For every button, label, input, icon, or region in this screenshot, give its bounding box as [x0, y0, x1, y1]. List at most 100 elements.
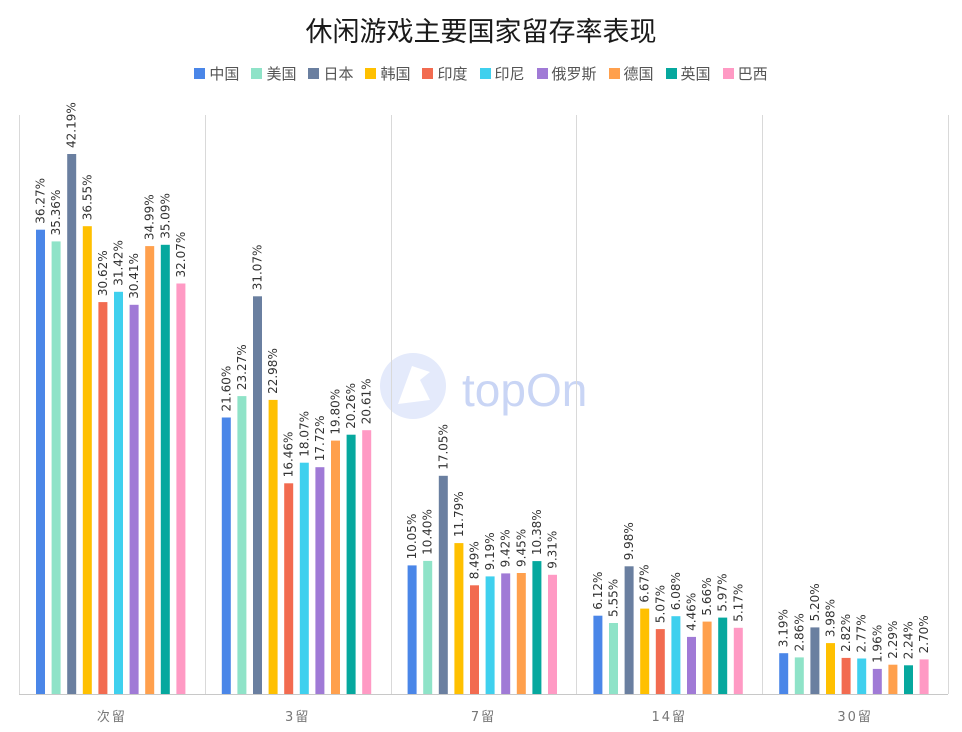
legend-item-7: 德国 [608, 63, 654, 84]
bar [857, 658, 867, 694]
legend-swatch [608, 68, 620, 79]
bar [516, 573, 526, 694]
data-label: 2.77% [855, 614, 869, 652]
bar [438, 475, 448, 694]
bar [299, 462, 309, 694]
bar [640, 608, 650, 694]
bar [284, 483, 294, 694]
bar [129, 304, 139, 694]
bar [237, 396, 247, 694]
bar [331, 440, 340, 694]
x-tick-label: 3留 [285, 710, 310, 725]
data-label: 1.96% [870, 625, 884, 663]
data-label: 6.08% [669, 572, 683, 610]
data-label: 2.70% [917, 615, 931, 653]
data-label: 36.27% [34, 178, 48, 224]
x-tick-label: 次留 [97, 709, 127, 725]
legend-label: 印度 [437, 65, 468, 83]
data-label: 10.40% [421, 509, 435, 555]
data-label: 20.61% [360, 378, 374, 424]
bar [919, 659, 929, 694]
data-label: 2.29% [886, 621, 900, 659]
bar [454, 543, 464, 694]
legend-item-3: 韩国 [365, 63, 410, 84]
legend-item-6: 俄罗斯 [536, 63, 597, 84]
bar [221, 417, 231, 694]
data-label: 4.46% [685, 593, 699, 631]
data-label: 21.60% [219, 366, 233, 412]
chart-title: 休闲游戏主要国家留存率表现 [305, 17, 657, 48]
legend-swatch [479, 68, 491, 79]
bar [407, 565, 417, 694]
data-label: 9.42% [499, 529, 513, 567]
legend-label: 英国 [680, 65, 711, 83]
legend-label: 印尼 [494, 65, 525, 83]
x-tick-label: 14留 [652, 710, 688, 725]
legend-label: 中国 [209, 65, 240, 83]
data-label: 19.80% [329, 389, 343, 435]
bar [779, 653, 789, 694]
data-label: 5.20% [808, 583, 822, 621]
legend-swatch [194, 68, 206, 79]
legend-swatch [422, 68, 434, 79]
legend-swatch [665, 68, 677, 79]
legend-label: 日本 [323, 65, 354, 83]
bar [532, 561, 542, 694]
bar [346, 434, 356, 694]
data-label: 6.67% [638, 564, 652, 602]
data-label: 20.26% [344, 383, 358, 429]
bar [733, 627, 743, 694]
bar [176, 283, 186, 694]
legend-swatch [365, 68, 377, 79]
data-label: 17.05% [436, 424, 450, 470]
data-label: 2.86% [792, 613, 806, 651]
legend-label: 巴西 [737, 65, 768, 83]
legend-item-8: 英国 [665, 63, 711, 84]
data-label: 30.62% [96, 250, 110, 296]
data-label: 16.46% [282, 432, 296, 478]
data-label: 3.98% [824, 599, 838, 637]
bar [904, 665, 913, 694]
bars-layer [36, 154, 929, 695]
data-label: 17.72% [313, 415, 327, 461]
bar [826, 643, 835, 694]
legend-swatch [251, 68, 263, 79]
data-label: 31.07% [251, 245, 265, 291]
category-dividers [19, 115, 949, 694]
data-label: 36.55% [80, 174, 94, 220]
legend-item-5: 印尼 [479, 63, 525, 84]
watermark-text: topOn [462, 364, 587, 416]
legend-label: 俄罗斯 [551, 65, 597, 83]
bar [82, 226, 92, 694]
data-label: 11.79% [452, 491, 466, 537]
data-label: 31.42% [112, 240, 126, 286]
data-label: 9.19% [483, 532, 497, 570]
data-label: 2.82% [839, 614, 853, 652]
bar [67, 154, 77, 694]
data-label: 5.55% [607, 579, 621, 617]
data-label: 35.36% [49, 190, 63, 236]
bar [718, 617, 728, 694]
x-tick-label: 30留 [837, 710, 873, 725]
bar [253, 296, 262, 694]
legend-item-0: 中国 [194, 63, 239, 84]
bar [548, 574, 557, 694]
data-label: 9.98% [622, 522, 636, 560]
data-label: 22.98% [266, 348, 280, 394]
legend-swatch [722, 68, 734, 79]
bar [702, 621, 712, 694]
bar [485, 576, 495, 694]
legend-label: 美国 [266, 65, 297, 83]
bar [315, 467, 325, 694]
data-labels-layer: 36.27% 35.36% 42.19% 36.55% 30.62% 31.42% 30.4… [34, 102, 932, 663]
data-label: 2.24% [902, 621, 916, 659]
bar [593, 615, 603, 694]
bar [609, 623, 618, 694]
bar [36, 229, 45, 694]
bar [687, 636, 696, 694]
data-label: 9.45% [514, 529, 528, 567]
data-label: 5.97% [716, 573, 730, 611]
bar [872, 668, 882, 694]
bar [268, 399, 278, 694]
